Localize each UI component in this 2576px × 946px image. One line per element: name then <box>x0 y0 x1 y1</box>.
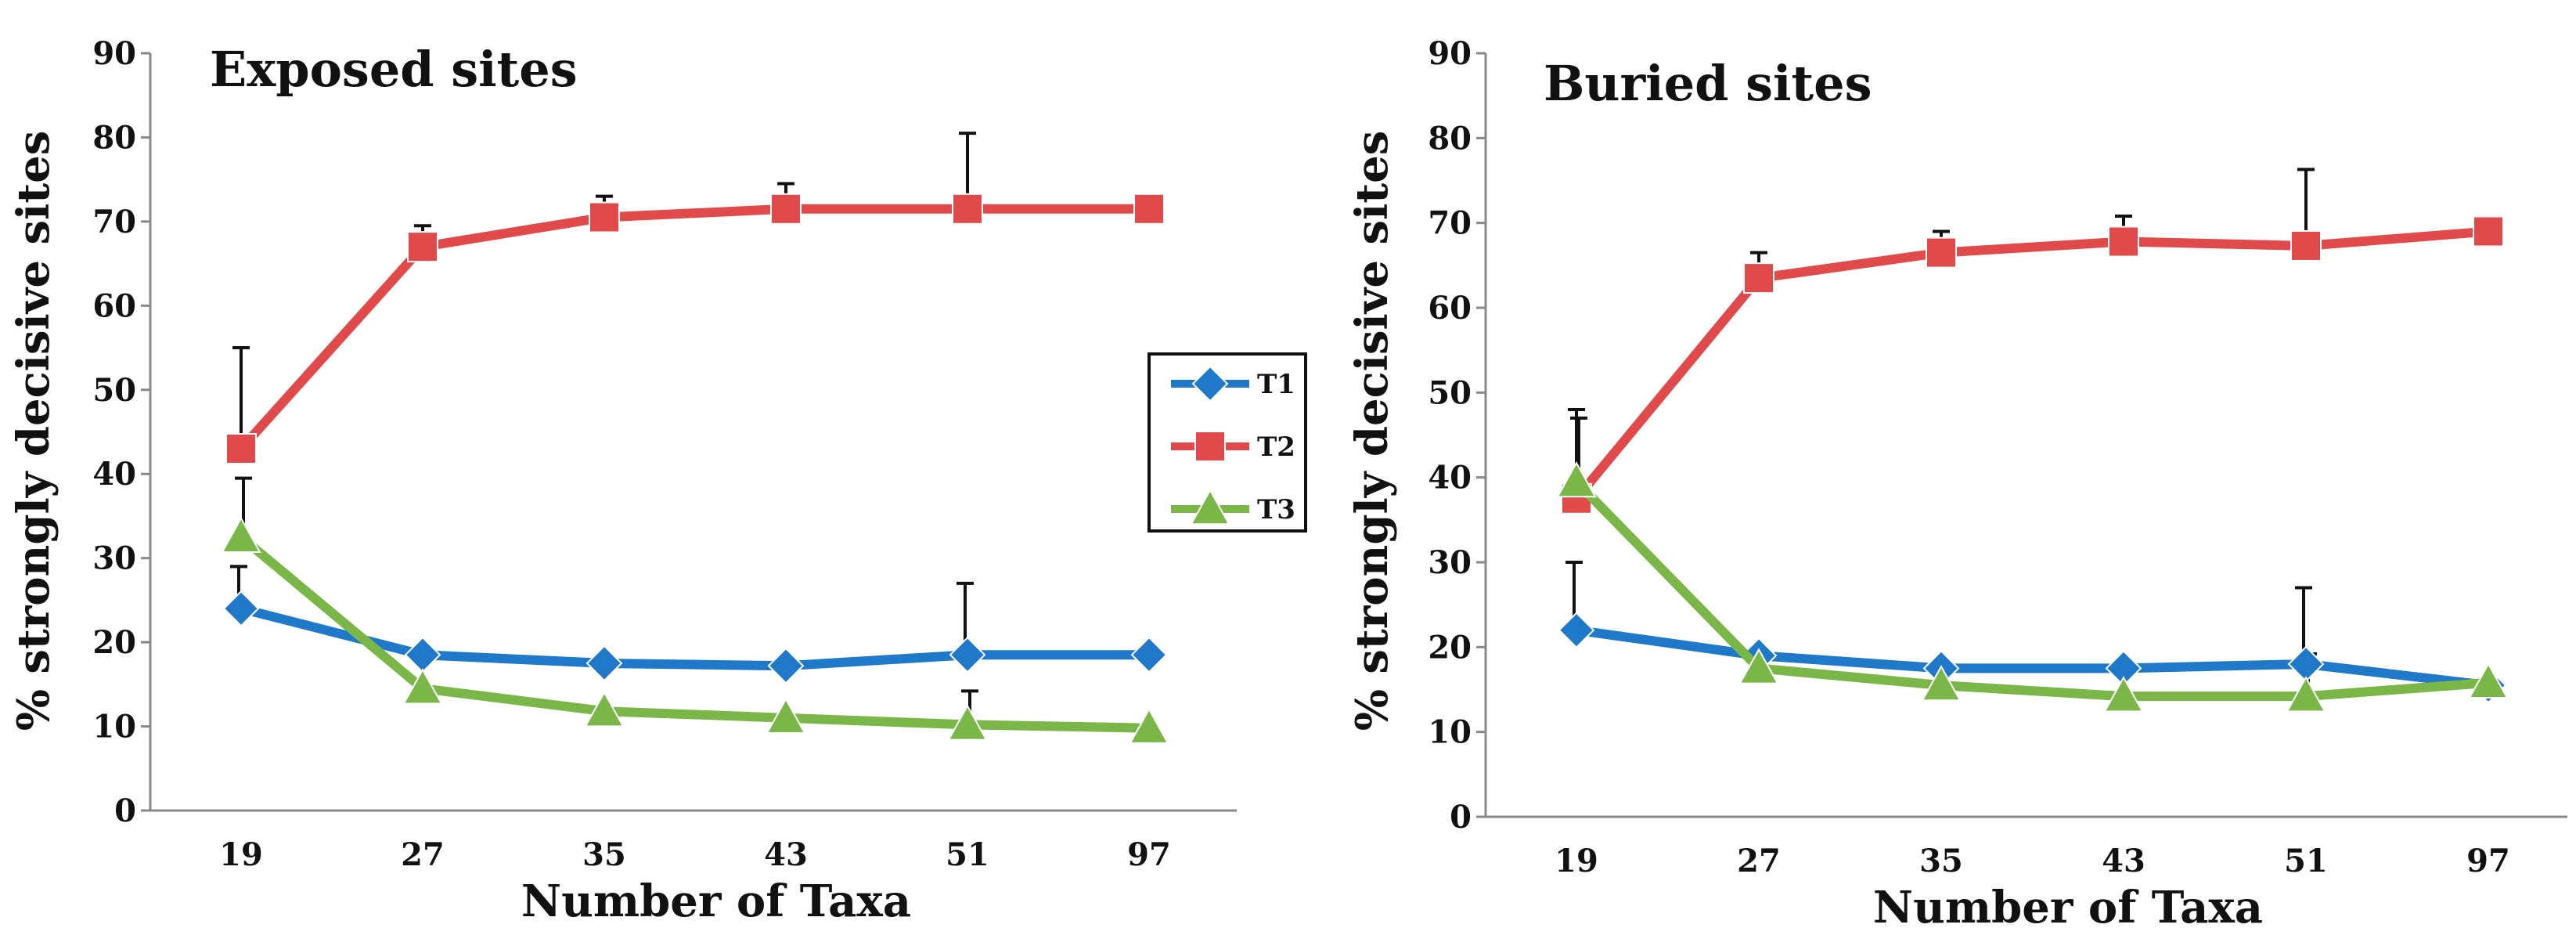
data-point <box>952 193 983 225</box>
legend-label: T3 <box>1257 494 1295 525</box>
series-t2 <box>225 193 1165 464</box>
legend-label: T1 <box>1257 369 1295 400</box>
series-line <box>240 604 1149 671</box>
data-point <box>1130 636 1168 673</box>
x-tick-label: 27 <box>1737 843 1781 879</box>
chart-title: Buried sites <box>1544 55 1872 112</box>
x-tick-label: 97 <box>1127 836 1171 873</box>
data-point <box>2108 226 2139 258</box>
y-tick-label: 90 <box>92 35 136 72</box>
series-t2 <box>1561 215 2504 515</box>
y-tick-label: 20 <box>1428 629 1472 666</box>
x-tick-label: 51 <box>946 836 989 873</box>
x-tick-label: 43 <box>2102 843 2145 879</box>
data-point <box>225 432 257 464</box>
series-line <box>1576 625 2489 691</box>
x-axis-title: Number of Taxa <box>521 876 911 927</box>
legend-swatch-marker <box>1191 365 1229 403</box>
data-point <box>766 697 806 735</box>
data-point <box>407 231 438 263</box>
data-point <box>1926 236 1957 269</box>
y-tick-label: 60 <box>1428 290 1472 327</box>
x-tick-label: 19 <box>219 836 263 873</box>
y-tick-label: 0 <box>114 793 136 829</box>
data-point <box>2473 215 2504 247</box>
series-t1 <box>222 590 1168 684</box>
y-tick-label: 0 <box>1450 799 1472 836</box>
legend-swatch-marker <box>1190 488 1230 525</box>
x-tick-label: 27 <box>401 836 445 873</box>
series-t3 <box>1556 461 2509 713</box>
series-line <box>238 533 1150 733</box>
data-point <box>2468 662 2509 699</box>
data-point <box>949 636 986 673</box>
data-point <box>1556 461 1597 498</box>
data-point <box>221 516 261 554</box>
x-tick-label: 51 <box>2284 843 2328 879</box>
data-point <box>947 704 988 741</box>
y-tick-label: 70 <box>92 204 136 240</box>
data-point <box>222 590 260 627</box>
data-point <box>767 647 805 684</box>
data-point <box>1743 262 1774 294</box>
data-point <box>1558 612 1595 649</box>
chart-title: Exposed sites <box>210 41 578 98</box>
y-axis-title: % strongly decisive sites <box>8 131 59 731</box>
y-tick-label: 30 <box>92 540 136 577</box>
data-point <box>1738 648 1779 684</box>
data-point <box>402 668 443 705</box>
data-point <box>2103 676 2144 713</box>
data-point <box>1921 665 1962 702</box>
legend-label: T2 <box>1257 431 1295 463</box>
y-tick-label: 10 <box>92 709 136 746</box>
y-tick-label: 90 <box>1428 35 1472 72</box>
data-point <box>589 201 620 233</box>
y-tick-label: 20 <box>92 624 136 661</box>
x-tick-label: 97 <box>2466 843 2510 879</box>
y-axis-title: % strongly decisive sites <box>1346 131 1398 731</box>
y-tick-label: 80 <box>92 119 136 156</box>
y-tick-label: 40 <box>92 456 136 493</box>
legend: T1 T2 T3 <box>1147 352 1307 533</box>
data-point <box>404 636 441 673</box>
data-point <box>2286 676 2326 713</box>
y-tick-label: 30 <box>1428 544 1472 581</box>
data-point <box>1129 707 1169 744</box>
x-axis-title: Number of Taxa <box>1873 882 2263 933</box>
x-tick-label: 35 <box>582 836 626 873</box>
y-tick-label: 60 <box>92 287 136 324</box>
data-point <box>1133 193 1165 225</box>
x-tick-label: 43 <box>764 836 808 873</box>
legend-swatch-marker <box>1194 431 1226 462</box>
data-point <box>770 193 802 225</box>
series-line <box>1573 478 2489 702</box>
data-point <box>584 691 625 728</box>
y-tick-label: 80 <box>1428 120 1472 157</box>
y-tick-label: 10 <box>1428 714 1472 751</box>
y-tick-label: 50 <box>92 372 136 409</box>
x-tick-label: 35 <box>1919 843 1963 879</box>
data-point <box>2290 229 2322 262</box>
data-point <box>585 645 623 682</box>
x-tick-label: 19 <box>1555 843 1598 879</box>
chart-panel-1: 0 10 20 30 40 50 60 70 80 90 19 27 35 43 51 97 Exposed s… <box>8 35 1307 927</box>
series-line <box>237 204 1149 453</box>
y-tick-label: 40 <box>1428 460 1472 496</box>
series-line <box>1573 226 2489 502</box>
y-tick-label: 50 <box>1428 374 1472 411</box>
chart-panel-2: 0 10 20 30 40 50 60 70 80 90 19 27 35 43 51 97 Buried si… <box>1346 35 2567 933</box>
series-t3 <box>221 516 1169 744</box>
y-tick-label: 70 <box>1428 205 1472 242</box>
